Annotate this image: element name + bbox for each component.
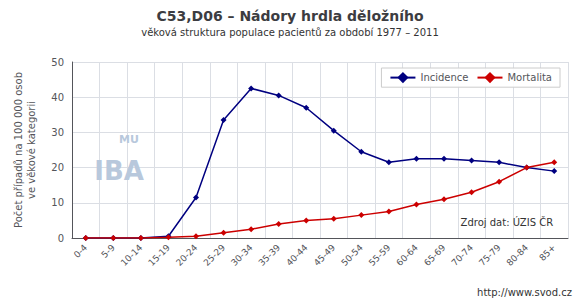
svg-text:20-24: 20-24: [174, 242, 200, 268]
svg-text:10: 10: [51, 197, 64, 208]
svg-text:C53,D06 – Nádory hrdla děložní: C53,D06 – Nádory hrdla děložního: [156, 8, 423, 24]
svg-text:0-4: 0-4: [72, 242, 90, 260]
svg-text:60-64: 60-64: [394, 242, 420, 268]
svg-text:0: 0: [58, 233, 64, 244]
svg-text:věková struktura populace paci: věková struktura populace pacientů za ob…: [141, 27, 439, 38]
svg-text:Zdroj dat: ÚZIS ČR: Zdroj dat: ÚZIS ČR: [461, 216, 554, 228]
svg-text:IBA: IBA: [94, 156, 144, 186]
svg-text:50: 50: [51, 57, 64, 68]
svg-text:Mortalita: Mortalita: [507, 72, 552, 83]
svg-text:85+: 85+: [537, 242, 557, 262]
svg-text:ve věkové kategorii: ve věkové kategorii: [26, 101, 37, 199]
svg-text:75-79: 75-79: [477, 242, 503, 268]
svg-text:50-54: 50-54: [339, 242, 365, 268]
svg-text:http://www.svod.cz: http://www.svod.cz: [477, 287, 572, 298]
svg-text:65-69: 65-69: [422, 242, 448, 268]
svg-text:20: 20: [51, 162, 64, 173]
svg-text:30: 30: [51, 127, 64, 138]
svg-text:30-34: 30-34: [229, 242, 255, 268]
svg-text:40: 40: [51, 92, 64, 103]
svg-text:25-29: 25-29: [202, 242, 228, 268]
svg-text:MU: MU: [119, 133, 139, 146]
svg-text:15-19: 15-19: [146, 242, 172, 268]
svg-text:45-49: 45-49: [312, 242, 338, 268]
svg-text:Incidence: Incidence: [420, 72, 468, 83]
svg-text:35-39: 35-39: [257, 242, 283, 268]
svg-text:80-84: 80-84: [505, 242, 531, 268]
svg-text:5-9: 5-9: [99, 242, 117, 260]
svg-text:70-74: 70-74: [450, 242, 476, 268]
svg-text:Počet případů na 100 000 osob: Počet případů na 100 000 osob: [13, 72, 24, 228]
svg-text:10-14: 10-14: [119, 242, 145, 268]
svg-text:55-59: 55-59: [367, 242, 393, 268]
svg-text:40-44: 40-44: [284, 242, 310, 268]
